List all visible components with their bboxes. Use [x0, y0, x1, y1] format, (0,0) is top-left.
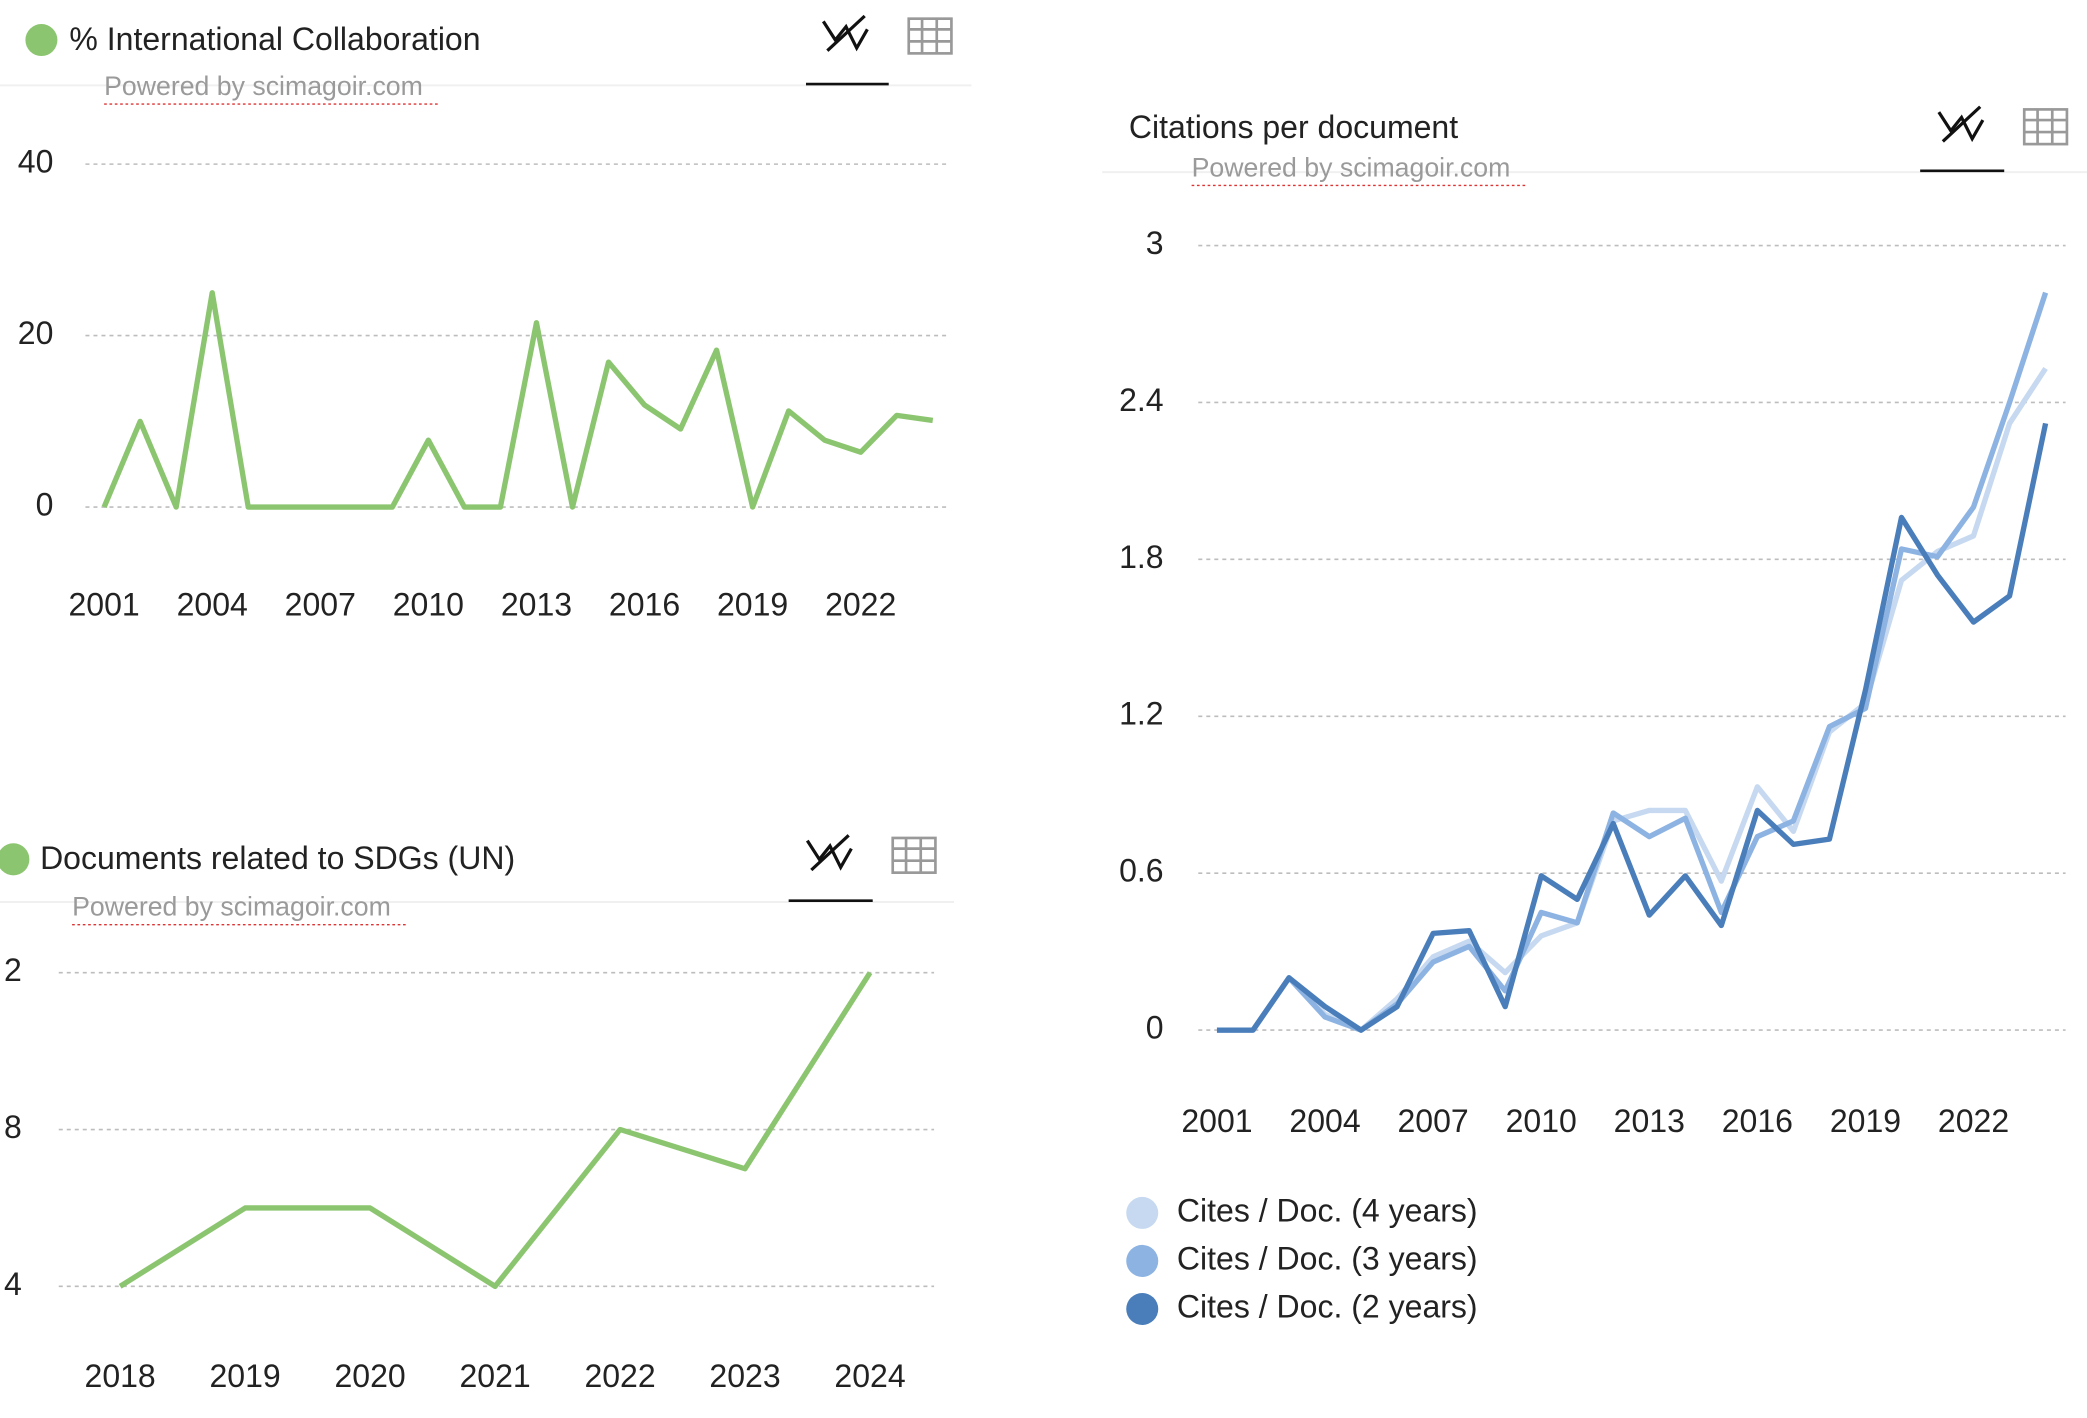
table-view-button[interactable]	[891, 836, 937, 874]
x-tick-label: 2001	[1181, 1103, 1252, 1139]
x-tick-label: 2023	[709, 1358, 780, 1394]
y-tick-label: 0	[1146, 1010, 1164, 1046]
x-tick-label: 2004	[177, 587, 248, 623]
chart-view-button[interactable]	[821, 14, 869, 53]
x-tick-label: 2019	[1830, 1103, 1901, 1139]
x-tick-label: 2021	[459, 1358, 530, 1394]
x-tick-label: 2007	[1398, 1103, 1469, 1139]
y-tick-label: 8	[4, 1109, 22, 1145]
y-tick-label: 3	[1146, 225, 1164, 261]
watermark: Powered by scimagoir.com	[104, 71, 423, 101]
chart-view-button[interactable]	[805, 833, 853, 872]
x-tick-label: 2022	[825, 587, 896, 623]
y-tick-label: 0.6	[1119, 853, 1164, 889]
series-line	[118, 971, 873, 1289]
y-tick-label: 4	[4, 1266, 22, 1302]
series-line	[1216, 366, 2048, 1033]
x-tick-label: 2013	[501, 587, 572, 623]
legend-label: Cites / Doc. (3 years)	[1177, 1240, 1478, 1276]
series-line	[1216, 422, 2049, 1033]
legend-swatch	[1126, 1244, 1159, 1277]
x-tick-label: 2020	[334, 1358, 405, 1394]
y-tick-label: 1.2	[1119, 696, 1164, 732]
x-tick-label: 2018	[85, 1358, 156, 1394]
x-tick-label: 2022	[584, 1358, 655, 1394]
watermark: Powered by scimagoir.com	[1192, 153, 1511, 183]
table-view-button[interactable]	[907, 17, 953, 55]
y-tick-label: 40	[18, 144, 54, 180]
x-tick-label: 2004	[1289, 1103, 1360, 1139]
x-tick-label: 2019	[210, 1358, 281, 1394]
x-tick-label: 2016	[1722, 1103, 1793, 1139]
x-tick-label: 2010	[393, 587, 464, 623]
x-tick-label: 2013	[1614, 1103, 1685, 1139]
x-tick-label: 2016	[609, 587, 680, 623]
x-tick-label: 2007	[285, 587, 356, 623]
chart-view-button[interactable]	[1937, 105, 1985, 144]
legend-swatch	[1126, 1292, 1159, 1325]
x-tick-label: 2001	[69, 587, 140, 623]
y-tick-label: 2	[4, 952, 22, 988]
table-view-button[interactable]	[2022, 108, 2069, 146]
chart-title: Citations per document	[1129, 109, 1458, 145]
y-tick-label: 1.8	[1119, 539, 1164, 575]
series-line	[1216, 291, 2049, 1033]
x-tick-label: 2019	[717, 587, 788, 623]
legend-swatch	[1126, 1196, 1159, 1229]
x-tick-label: 2010	[1506, 1103, 1577, 1139]
legend-dot	[0, 843, 30, 876]
chart-title: Documents related to SDGs (UN)	[40, 840, 515, 876]
x-tick-label: 2024	[834, 1358, 905, 1394]
legend-label: Cites / Doc. (2 years)	[1177, 1288, 1478, 1324]
chart-title: % International Collaboration	[69, 21, 480, 57]
y-tick-label: 20	[18, 315, 54, 351]
legend-label: Cites / Doc. (4 years)	[1177, 1192, 1478, 1228]
y-tick-label: 2.4	[1119, 382, 1164, 418]
x-tick-label: 2022	[1938, 1103, 2009, 1139]
y-tick-label: 0	[36, 487, 54, 523]
legend-dot	[25, 24, 58, 57]
series-line	[101, 290, 934, 510]
watermark: Powered by scimagoir.com	[72, 892, 391, 922]
